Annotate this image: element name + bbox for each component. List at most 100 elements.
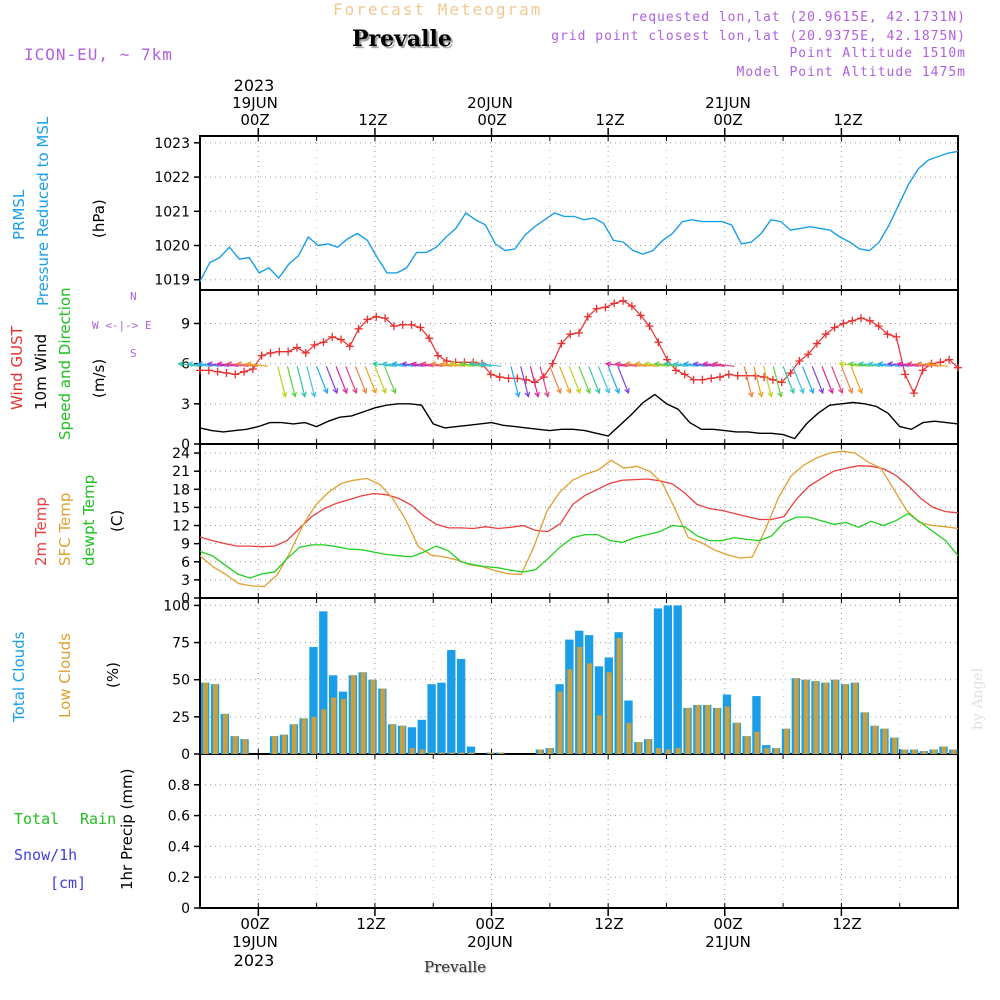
- wind-arrow-head: [245, 361, 252, 368]
- gust-marker: [874, 322, 883, 331]
- bar-low-cloud: [774, 748, 780, 754]
- gust-marker: [363, 315, 372, 324]
- bottom-hour-2: 00Z: [475, 915, 505, 933]
- wind-arrow-head: [585, 387, 591, 395]
- wind-arrow: [831, 366, 843, 394]
- bar-low-cloud: [203, 682, 209, 754]
- gust-marker: [733, 371, 742, 380]
- gust-marker: [310, 340, 319, 349]
- bar-low-cloud: [705, 704, 711, 754]
- bar-low-cloud: [872, 725, 878, 754]
- bar-low-cloud: [882, 728, 888, 754]
- bar-total-cloud: [427, 684, 436, 754]
- gust-marker: [407, 320, 416, 329]
- wind-arrow-head: [663, 361, 670, 368]
- y-tick-label: 1021: [154, 204, 190, 220]
- compass-ew: W <-|-> E: [92, 319, 152, 332]
- wind-arrow-head: [556, 387, 562, 395]
- gust-marker: [442, 356, 451, 365]
- point-altitude: Point Altitude 1510m: [789, 46, 966, 61]
- bar-low-cloud: [606, 672, 612, 754]
- wind-arrow: [588, 366, 600, 394]
- bar-low-cloud: [833, 679, 839, 754]
- bar-low-cloud: [911, 749, 917, 754]
- gust-marker: [707, 374, 716, 383]
- bar-low-cloud: [321, 709, 327, 754]
- bar-low-cloud: [783, 728, 789, 754]
- top-hour-4: 00Z: [713, 111, 743, 129]
- wind-arrow-head: [896, 361, 903, 368]
- top-day-2: 20JUN: [467, 94, 513, 112]
- wind-arrow-head: [925, 361, 932, 368]
- wind-arrow: [713, 363, 735, 367]
- bar-total-cloud: [653, 608, 663, 754]
- gridpoint-coords: grid point closest lon,lat (20.9375E, 42…: [551, 29, 966, 44]
- bar-low-cloud: [892, 737, 898, 754]
- gust-marker: [636, 311, 645, 320]
- wind-arrow-head: [818, 387, 825, 395]
- wind-arrow: [840, 366, 853, 394]
- bar-low-cloud: [311, 716, 317, 754]
- wind-arrow-head: [459, 361, 466, 368]
- wind-arrow-head: [281, 391, 288, 398]
- gust-marker: [345, 342, 354, 351]
- bar-low-cloud: [291, 724, 297, 754]
- y-tick-label: 0: [181, 591, 190, 607]
- wind-arrow: [578, 366, 591, 394]
- wind-arrow-head: [342, 387, 348, 395]
- wind-arrow-head: [177, 361, 184, 368]
- wind-arrow-head: [711, 361, 719, 368]
- top-hour-2: 00Z: [477, 111, 507, 129]
- bar-low-cloud: [734, 722, 740, 754]
- gust-marker: [848, 316, 857, 325]
- y-tick-label: 0.8: [168, 778, 190, 794]
- bar-low-cloud: [439, 752, 445, 754]
- gust-marker: [777, 378, 786, 387]
- wind-arrow-head: [371, 387, 377, 395]
- bottom-hour-4: 00Z: [713, 915, 743, 933]
- wind-arrow-head: [838, 387, 844, 395]
- y-tick-label: 75: [172, 636, 190, 652]
- top-day-0: 19JUN: [232, 94, 278, 112]
- bar-low-cloud: [232, 736, 238, 754]
- wind-arrow: [529, 366, 539, 397]
- bar-low-cloud: [468, 752, 474, 754]
- wind-arrow-head: [291, 391, 297, 398]
- gust-marker: [240, 367, 249, 376]
- wind-arrow-head: [757, 391, 764, 398]
- wind-arrow-head: [828, 387, 834, 395]
- top-hour-0: 00Z: [240, 111, 270, 129]
- bar-low-cloud: [764, 748, 770, 754]
- wind-arrow: [926, 363, 949, 367]
- y-tick-label: 0.4: [168, 839, 190, 855]
- gust-marker: [275, 347, 284, 356]
- wind-arrow: [364, 366, 377, 394]
- wind-arrow: [539, 366, 549, 397]
- series-2m-temp: [199, 465, 959, 548]
- wind-arrow-head: [439, 361, 446, 368]
- gust-marker: [486, 370, 495, 379]
- wind-arrow: [246, 363, 269, 367]
- bar-low-cloud: [852, 682, 858, 754]
- bar-low-cloud: [272, 736, 277, 754]
- wind-arrow: [753, 366, 763, 397]
- y-tick-label: 18: [172, 482, 190, 498]
- gust-marker: [909, 389, 918, 398]
- bar-low-cloud: [951, 749, 957, 754]
- wind-arrow: [306, 366, 316, 397]
- bar-low-cloud: [557, 691, 563, 754]
- wind-arrow-head: [565, 387, 572, 395]
- top-hour-5: 12Z: [833, 111, 863, 129]
- footer-location: Prevalle: [424, 958, 487, 976]
- bottom-year: 2023: [233, 951, 275, 970]
- wind-arrow: [821, 366, 834, 394]
- bar-low-cloud: [616, 638, 622, 754]
- wind-arrow-head: [371, 361, 378, 368]
- gust-marker: [204, 366, 213, 375]
- requested-coords: requested lon,lat (20.9615E, 42.1731N): [630, 10, 966, 25]
- wind-arrow: [811, 366, 824, 394]
- bar-low-cloud: [459, 752, 465, 754]
- wind-arrow: [607, 366, 620, 394]
- wind-arrow-head: [847, 387, 854, 395]
- wind-arrow-head: [206, 361, 213, 368]
